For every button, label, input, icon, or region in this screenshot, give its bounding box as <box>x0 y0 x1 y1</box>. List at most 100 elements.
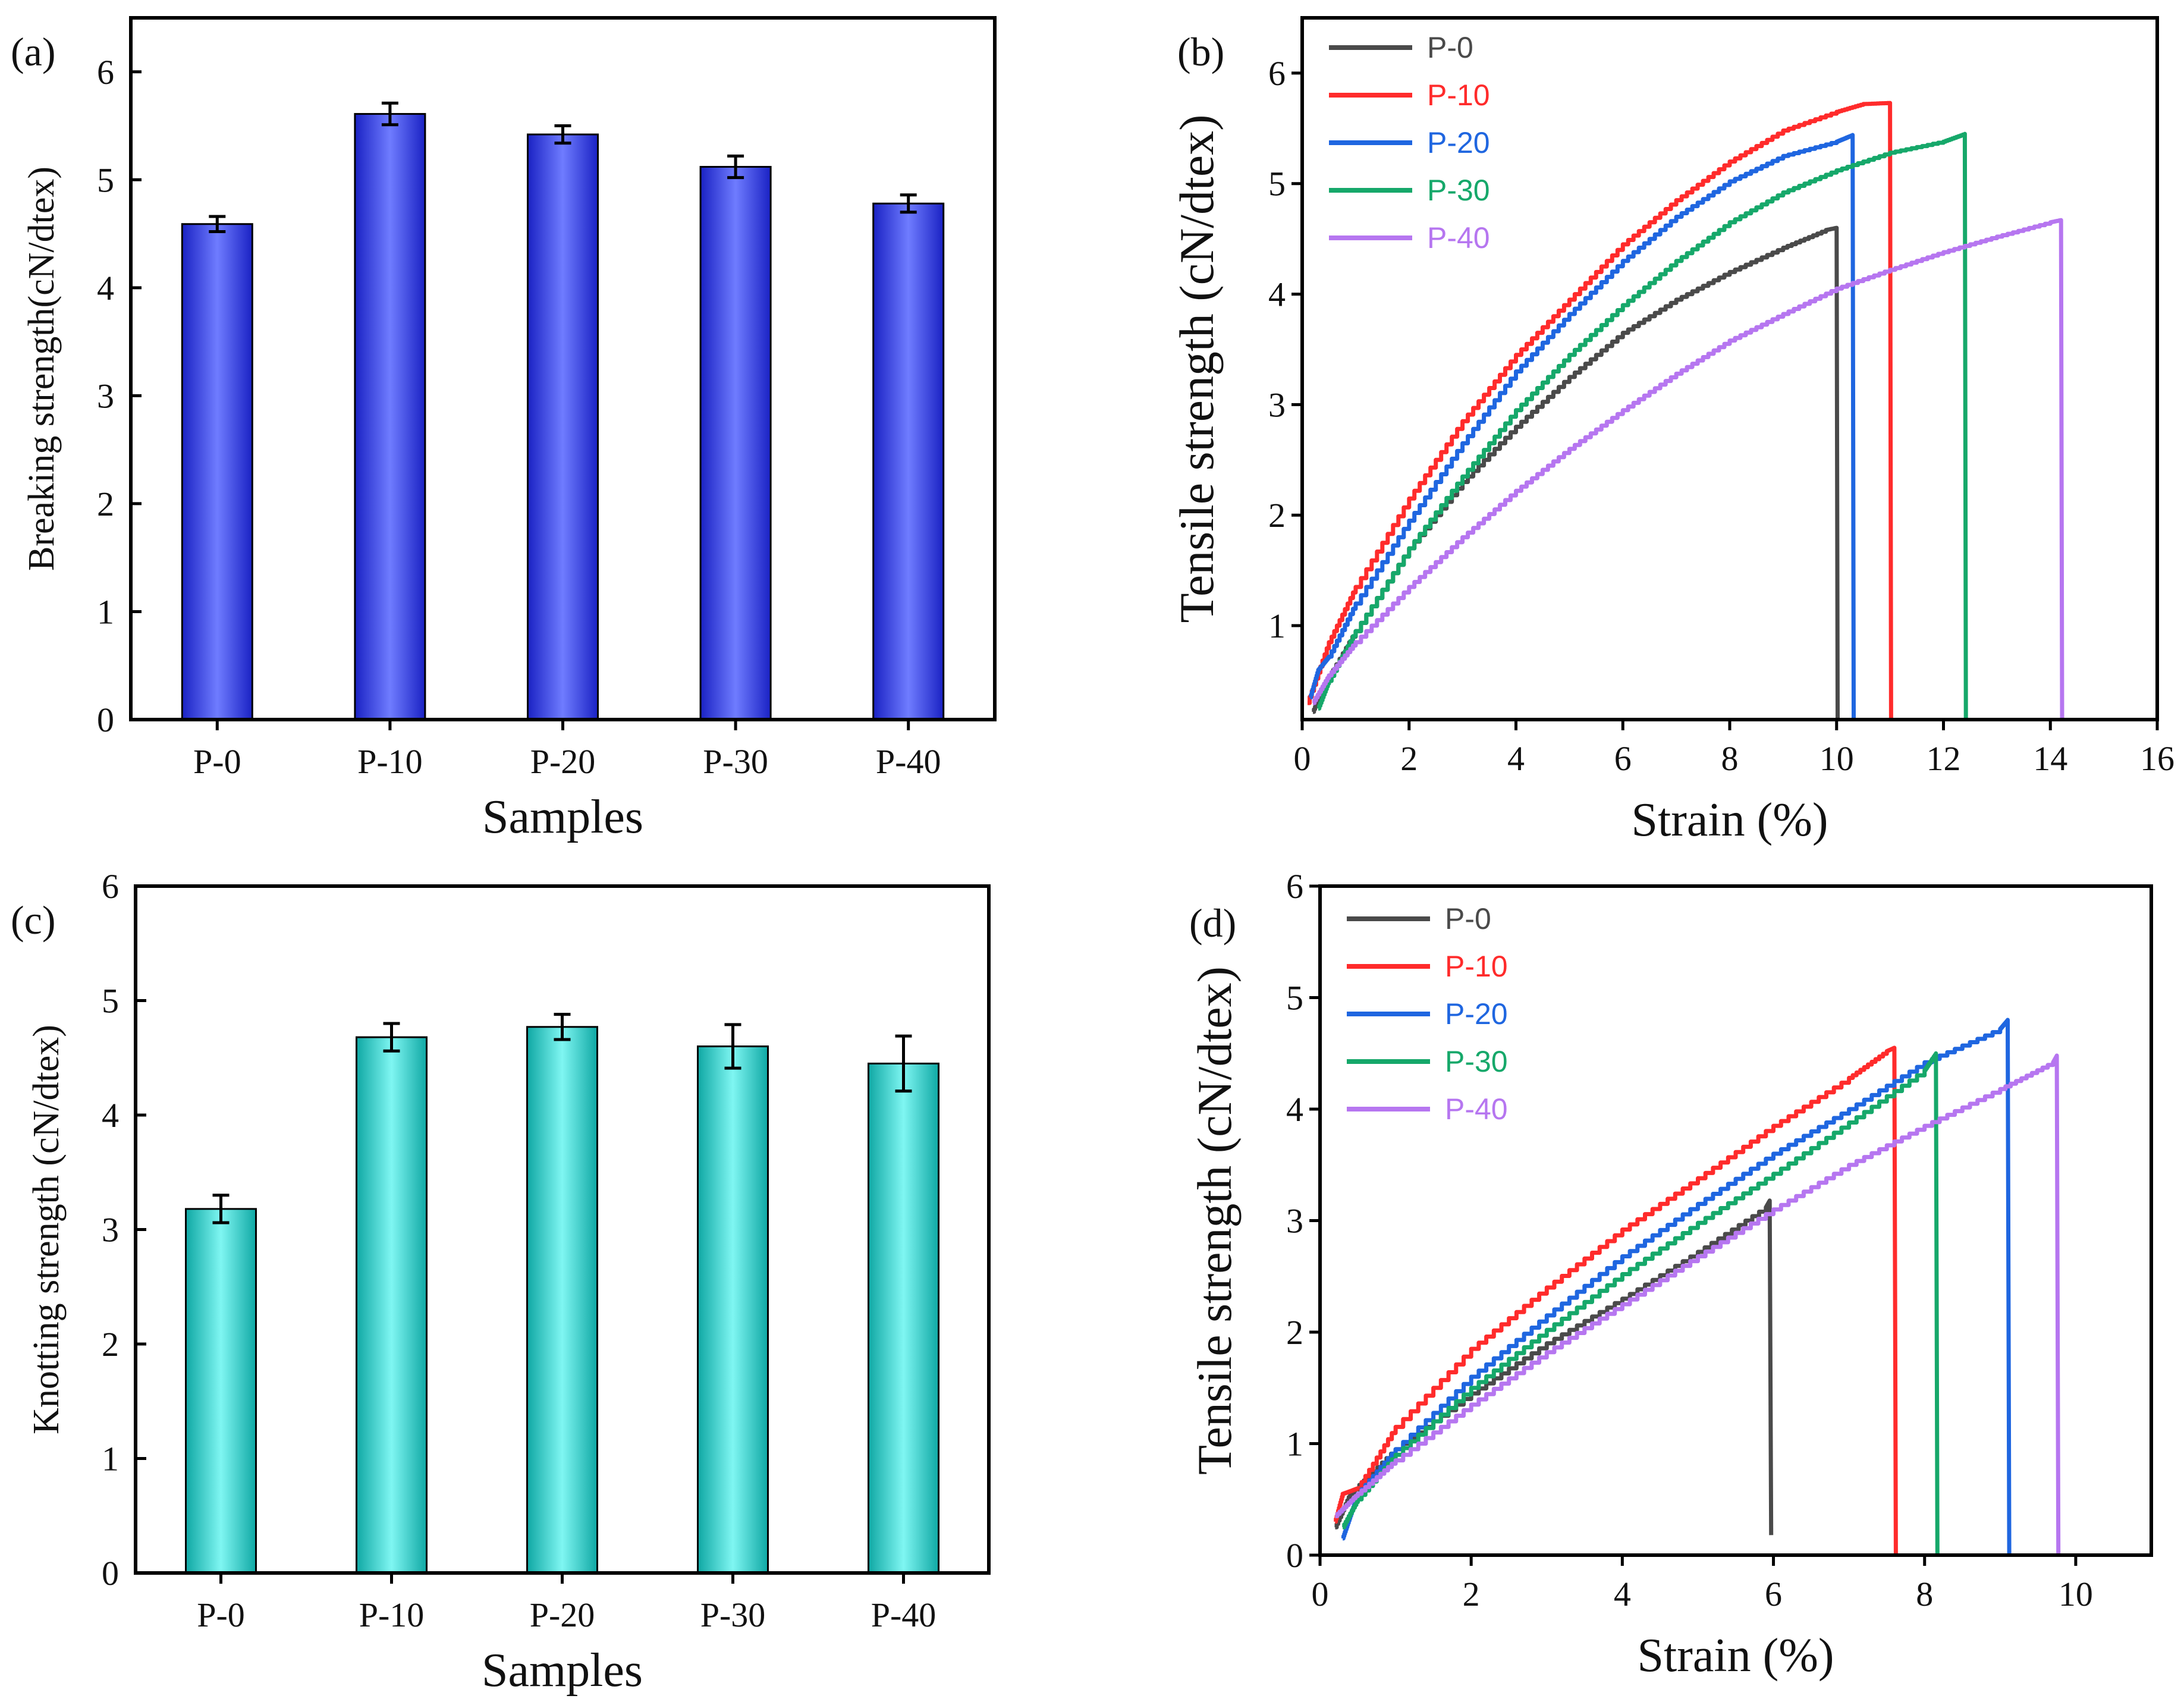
y-tick-label: 6 <box>102 867 119 906</box>
chart-c: 0 1 2 3 4 5 6 P-0 P-10 P-20 P-30 P-40 Samples Knottin… <box>11 867 991 1697</box>
y-tick-label: 0 <box>1286 1536 1303 1575</box>
y-tick-label: 1 <box>97 592 114 631</box>
x-tick-label: 6 <box>1614 739 1632 778</box>
x-tick-label: 6 <box>1765 1575 1782 1613</box>
x-tick-label: 10 <box>1820 739 1854 778</box>
legend-label-P-20: P-20 <box>1427 126 1490 159</box>
y-tick-label: 3 <box>102 1211 119 1249</box>
bar-P-0 <box>185 1208 257 1574</box>
y-tick-label: 0 <box>97 701 114 739</box>
y-tick-label: 3 <box>1268 385 1286 424</box>
bar-P-10 <box>354 113 426 721</box>
y-tick-label: 6 <box>1286 867 1303 906</box>
x-tick-label: P-30 <box>700 1596 766 1634</box>
legend-label-P-0: P-0 <box>1427 31 1473 64</box>
x-tick-label: 0 <box>1294 739 1311 778</box>
series-line-P-10 <box>1308 101 1893 720</box>
bar-P-20 <box>526 1026 598 1574</box>
series-line-P-40 <box>1312 218 2064 720</box>
legend-label-P-40: P-40 <box>1445 1092 1508 1126</box>
x-tick-label: P-0 <box>197 1596 245 1634</box>
bar-P-20 <box>527 133 599 721</box>
y-axis-label: Breaking strength(cN/dtex) <box>21 167 62 571</box>
series-line-P-40 <box>1335 1053 2061 1556</box>
legend-label-P-30: P-30 <box>1427 174 1490 207</box>
x-tick-label: 12 <box>1927 739 1961 778</box>
x-tick-label: P-0 <box>193 742 241 781</box>
series-line-P-20 <box>1309 133 1856 720</box>
x-tick-label: P-20 <box>530 1596 595 1634</box>
y-axis-label: Tensile strength (cN/dtex) <box>1170 115 1224 623</box>
y-tick-label: 2 <box>1268 496 1286 535</box>
x-tick-label: 8 <box>1916 1575 1933 1613</box>
legend-label-P-10: P-10 <box>1445 950 1508 983</box>
legend-label-P-40: P-40 <box>1427 221 1490 255</box>
bar-P-40 <box>868 1062 939 1574</box>
x-axis-label: Samples <box>482 791 643 843</box>
x-tick-label: P-20 <box>530 742 596 781</box>
bar-P-40 <box>872 202 945 721</box>
x-axis-label: Samples <box>482 1644 643 1697</box>
x-tick-label: 2 <box>1400 739 1418 778</box>
chart-d-frame <box>1318 884 2153 1557</box>
x-tick-label: P-10 <box>359 1596 425 1634</box>
series-line-P-30 <box>1317 131 1968 720</box>
chart-b: 0 2 4 6 8 10 12 14 16123456P-0P-10P-20P-30P-40St… <box>1170 16 2174 846</box>
y-tick-label: 5 <box>1268 165 1286 203</box>
y-axis-label: Tensile strength (cN/dtex) <box>1187 966 1242 1475</box>
x-tick-label: 14 <box>2033 739 2067 778</box>
y-tick-label: 0 <box>102 1554 119 1593</box>
x-tick-label: P-30 <box>703 742 768 781</box>
y-tick-label: 6 <box>97 53 114 92</box>
y-tick-label: 5 <box>97 161 114 199</box>
y-tick-label: 2 <box>1286 1313 1303 1352</box>
chart-a: 0 1 2 3 4 5 6 P-0 P-10 P-20 P-30 P-40 Samples Breakin… <box>11 16 997 843</box>
y-tick-label: 1 <box>1286 1425 1303 1464</box>
x-tick-label: 0 <box>1312 1575 1329 1613</box>
series-line-P-10 <box>1334 1045 1898 1556</box>
y-tick-label: 4 <box>97 269 114 307</box>
chart-b-frame <box>1300 16 2159 721</box>
x-tick-label: 16 <box>2140 739 2174 778</box>
x-tick-label: 2 <box>1463 1575 1480 1613</box>
y-tick-label: 4 <box>1286 1090 1303 1129</box>
x-tick-label: P-40 <box>871 1596 937 1634</box>
legend-label-P-30: P-30 <box>1445 1045 1508 1078</box>
y-tick-label: 1 <box>1268 607 1286 645</box>
legend-label-P-0: P-0 <box>1445 902 1491 935</box>
y-tick-label: 2 <box>97 485 114 523</box>
legend-label-P-10: P-10 <box>1427 79 1490 112</box>
series-line-P-20 <box>1341 1018 2012 1556</box>
x-axis-label: Strain (%) <box>1631 794 1828 846</box>
bar-P-30 <box>697 1045 769 1574</box>
panel-label: (b) <box>1177 29 1224 74</box>
panel-label: (a) <box>11 29 55 74</box>
chart-d: 0 2 4 6 8 10 0 1 2 3 4 5 6 P-0 P-10 P-20 P-30 P-40 Strain … <box>1187 867 2153 1682</box>
panel-label: (d) <box>1189 900 1236 946</box>
y-tick-label: 4 <box>102 1096 119 1135</box>
x-tick-label: P-40 <box>876 742 941 781</box>
y-tick-label: 5 <box>1286 979 1303 1018</box>
y-tick-label: 4 <box>1268 275 1286 314</box>
x-tick-label: 10 <box>2059 1575 2093 1613</box>
bar-P-0 <box>181 223 253 721</box>
bar-P-30 <box>699 166 772 721</box>
y-tick-label: 1 <box>102 1440 119 1478</box>
y-tick-label: 3 <box>1286 1202 1303 1241</box>
x-tick-label: 4 <box>1507 739 1525 778</box>
series-line-P-30 <box>1342 1051 1940 1556</box>
y-tick-label: 6 <box>1268 54 1286 93</box>
y-axis-label: Knotting strength (cN/dtex) <box>26 1025 67 1434</box>
x-tick-label: 8 <box>1721 739 1739 778</box>
x-axis-label: Strain (%) <box>1637 1629 1834 1682</box>
y-tick-label: 3 <box>97 376 114 415</box>
chart-c-frame <box>134 884 991 1575</box>
legend-label-P-20: P-20 <box>1445 997 1508 1031</box>
x-tick-label: 4 <box>1614 1575 1631 1613</box>
panel-label: (c) <box>11 897 55 943</box>
chart-a-frame <box>129 16 997 721</box>
y-tick-label: 5 <box>102 982 119 1021</box>
x-tick-label: P-10 <box>357 742 423 781</box>
y-tick-label: 2 <box>102 1325 119 1364</box>
